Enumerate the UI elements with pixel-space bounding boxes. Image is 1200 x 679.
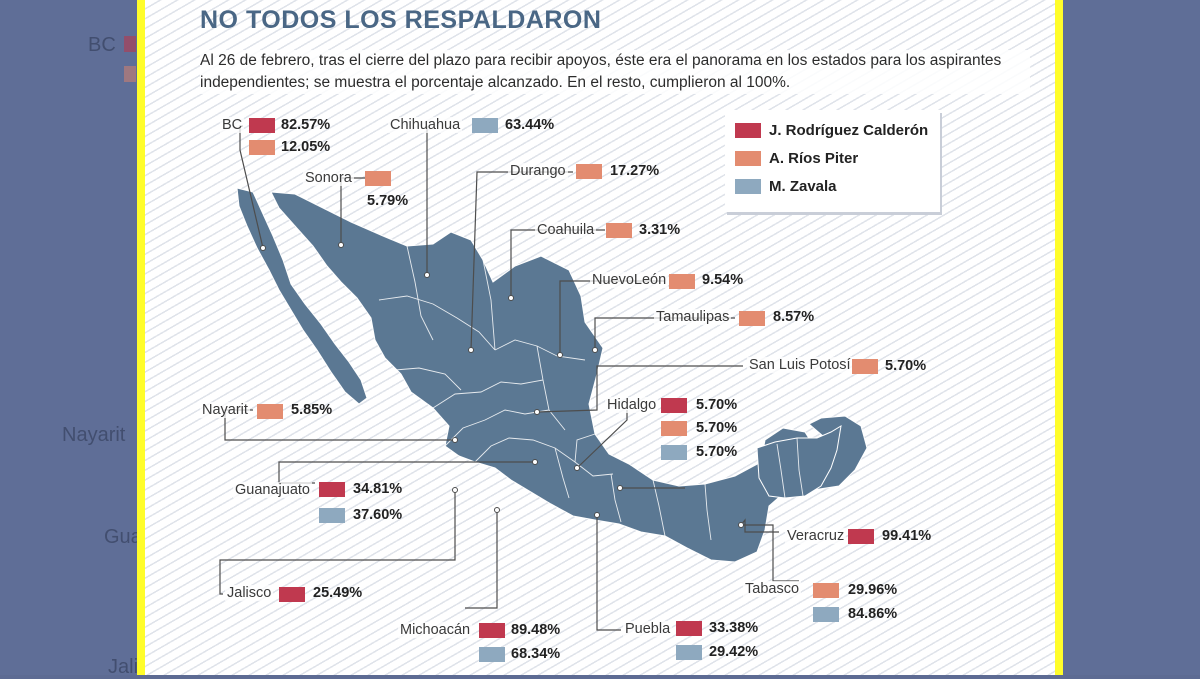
value-tabasco-zavala: 84.86% <box>848 606 898 622</box>
swatch-rios <box>576 164 602 179</box>
value-jalisco-rodriguez: 25.49% <box>313 585 363 601</box>
legend-swatch <box>735 179 761 195</box>
legend-label: A. Ríos Piter <box>769 150 859 168</box>
value-hidalgo-rodriguez: 5.70% <box>696 397 738 413</box>
state-label-michoacan: Michoacán <box>398 622 473 638</box>
swatch-zavala <box>479 647 505 662</box>
swatch-rios <box>852 359 878 374</box>
state-label-chihuahua: Chihuahua <box>388 117 463 133</box>
value-bc-rodriguez: 82.57% <box>281 117 331 133</box>
legend-label: J. Rodríguez Calderón <box>769 122 929 140</box>
state-label-slp: San Luis Potosí <box>747 357 853 373</box>
swatch-zavala <box>813 607 839 622</box>
yucatan-peninsula <box>756 425 842 499</box>
mexico-map <box>219 125 868 631</box>
background-blur-left <box>0 0 140 675</box>
value-puebla-zavala: 29.42% <box>709 644 759 660</box>
leader-dots <box>260 242 744 528</box>
state-label-bc: BC <box>220 117 245 133</box>
baja-california-peninsula <box>236 187 368 405</box>
ghost-label-nayarit: Nayarit <box>62 424 126 446</box>
swatch-rodriguez <box>848 529 874 544</box>
swatch-rodriguez <box>249 118 275 133</box>
legend-swatch <box>735 123 761 139</box>
state-label-durango: Durango <box>508 163 568 179</box>
swatch-rios <box>669 274 695 289</box>
swatch-zavala <box>676 645 702 660</box>
value-nayarit-rios: 5.85% <box>291 402 333 418</box>
value-bc-rios: 12.05% <box>281 139 331 155</box>
swatch-rodriguez <box>479 623 505 638</box>
value-hidalgo-zavala: 5.70% <box>696 444 738 460</box>
swatch-zavala <box>661 445 687 460</box>
value-coahuila-rios: 3.31% <box>639 222 681 238</box>
legend-item-rodriguez: J. Rodríguez Calderón <box>735 122 928 144</box>
swatch-rios <box>606 223 632 238</box>
state-label-puebla: Puebla <box>623 621 673 637</box>
value-hidalgo-rios: 5.70% <box>696 420 738 436</box>
state-label-guanajuato: Guanajuato <box>233 482 312 498</box>
ghost-label-guanajuato: Gua <box>104 526 142 548</box>
value-guanajuato-zavala: 37.60% <box>353 507 403 523</box>
infographic-subtitle: Al 26 de febrero, tras el cierre del pla… <box>200 50 1030 94</box>
state-label-nayarit: Nayarit <box>200 402 250 418</box>
background-blur-right <box>1060 0 1200 675</box>
mexico-mainland <box>270 191 868 563</box>
ghost-swatch <box>124 36 136 52</box>
infographic-title: NO TODOS LOS RESPALDARON <box>200 6 602 34</box>
value-veracruz-rodriguez: 99.41% <box>882 528 932 544</box>
state-label-coahuila: Coahuila <box>535 222 597 238</box>
ghost-swatch <box>124 66 136 82</box>
swatch-rodriguez <box>661 398 687 413</box>
state-label-nuevoleon: NuevoLeón <box>590 272 669 288</box>
state-label-tamaulipas: Tamaulipas <box>654 309 732 325</box>
swatch-rios <box>249 140 275 155</box>
state-label-hidalgo: Hidalgo <box>605 397 659 413</box>
value-sonora-rios: 5.79% <box>367 193 409 209</box>
state-label-tabasco: Tabasco <box>743 581 802 597</box>
swatch-rodriguez <box>676 621 702 636</box>
swatch-rodriguez <box>279 587 305 602</box>
value-michoacan-zavala: 68.34% <box>511 646 561 662</box>
state-label-sonora: Sonora <box>303 170 354 186</box>
value-slp-rios: 5.70% <box>885 358 927 374</box>
swatch-rios <box>739 311 765 326</box>
value-chihuahua-zavala: 63.44% <box>505 117 555 133</box>
swatch-zavala <box>319 508 345 523</box>
swatch-rios <box>661 421 687 436</box>
swatch-rios <box>365 171 391 186</box>
legend-item-rios: A. Ríos Piter <box>735 150 858 172</box>
swatch-rios <box>813 583 839 598</box>
state-label-veracruz: Veracruz <box>785 528 847 544</box>
state-label-jalisco: Jalisco <box>225 585 274 601</box>
value-puebla-rodriguez: 33.38% <box>709 620 759 636</box>
swatch-zavala <box>472 118 498 133</box>
swatch-rodriguez <box>319 482 345 497</box>
legend-swatch <box>735 151 761 167</box>
infographic-panel: NO TODOS LOS RESPALDARON Al 26 de febrer… <box>145 0 1055 675</box>
swatch-rios <box>257 404 283 419</box>
legend-label: M. Zavala <box>769 178 837 196</box>
value-michoacan-rodriguez: 89.48% <box>511 622 561 638</box>
legend-item-zavala: M. Zavala <box>735 178 837 200</box>
state-borders <box>378 245 804 541</box>
value-tamaulipas-rios: 8.57% <box>773 309 815 325</box>
ghost-label-jalisco: Jali <box>108 656 139 678</box>
value-nuevoleon-rios: 9.54% <box>702 272 744 288</box>
value-guanajuato-rodriguez: 34.81% <box>353 481 403 497</box>
legend: J. Rodríguez Calderón A. Ríos Piter M. Z… <box>725 110 940 212</box>
value-tabasco-rios: 29.96% <box>848 582 898 598</box>
ghost-label-bc: BC <box>88 34 116 56</box>
value-durango-rios: 17.27% <box>610 163 660 179</box>
